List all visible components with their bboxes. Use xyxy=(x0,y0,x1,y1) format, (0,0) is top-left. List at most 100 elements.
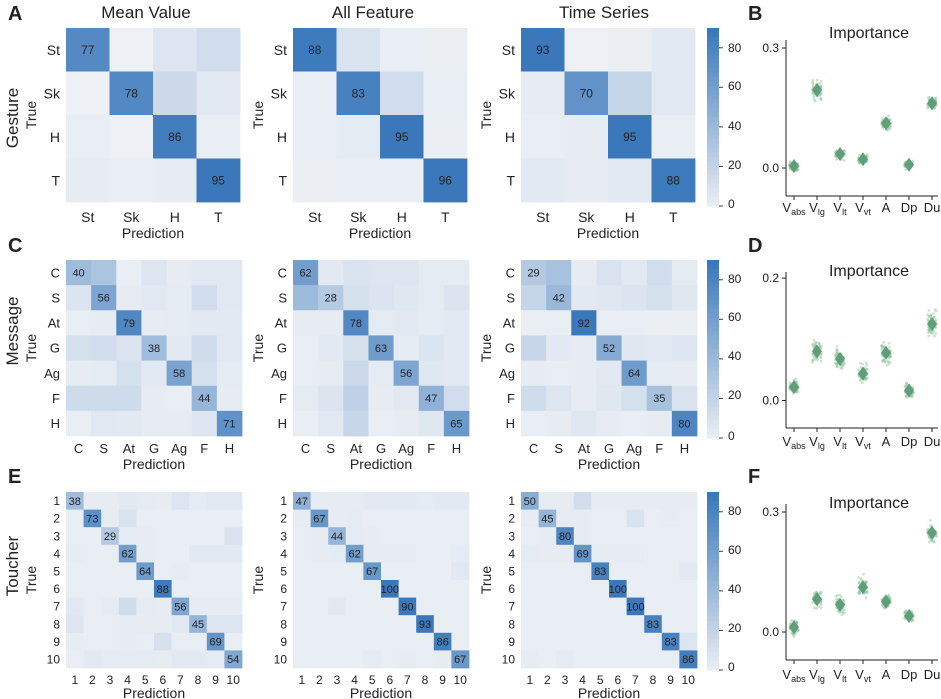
heatmap-cell xyxy=(538,597,557,616)
sample-point xyxy=(838,593,841,597)
heatmap-cell xyxy=(368,260,394,286)
cell-value-label: 42 xyxy=(553,293,565,305)
sample-point xyxy=(927,328,931,332)
x-tick-label: Sk xyxy=(350,209,367,225)
heatmap-cell xyxy=(224,580,243,598)
heatmap-cell xyxy=(538,580,557,598)
heatmap-cell xyxy=(671,260,698,286)
heatmap-cell xyxy=(191,335,218,361)
cell-value-label: 78 xyxy=(125,87,139,101)
x-tick-label: H xyxy=(452,441,461,456)
cell-value-label: 54 xyxy=(227,654,239,666)
y-tick-label: S xyxy=(51,290,60,305)
x-tick-label: Dp xyxy=(901,434,918,449)
heatmap-cell xyxy=(661,544,680,563)
sample-point xyxy=(910,394,914,398)
heatmap-cell xyxy=(573,509,592,528)
colorbar-segment xyxy=(707,161,719,167)
sample-point xyxy=(835,597,838,601)
sample-point xyxy=(927,328,931,332)
colorbar-segment xyxy=(707,94,719,100)
colorbar-segment xyxy=(707,656,719,662)
y-tick-label: 10 xyxy=(502,653,516,667)
colorbar-segment xyxy=(707,572,719,578)
y-tick-label: 0.0 xyxy=(762,625,779,639)
heatmap-cell xyxy=(189,632,208,651)
sample-point xyxy=(813,358,817,361)
heatmap-cell xyxy=(189,650,208,669)
sample-point xyxy=(818,93,822,97)
heatmap-cell xyxy=(433,597,452,616)
colorbar-segment xyxy=(707,366,719,372)
colorbar-segment xyxy=(707,563,719,569)
colorbar-segment xyxy=(707,643,719,649)
x-tick-label: C xyxy=(529,441,538,456)
y-tick-label: 4 xyxy=(53,547,60,561)
cell-value-label: 64 xyxy=(139,566,151,578)
y-tick-label: St xyxy=(502,42,515,58)
sample-point xyxy=(835,344,839,348)
cell-value-label: 47 xyxy=(425,393,437,405)
heatmap-cell xyxy=(83,544,102,563)
colorbar-segment xyxy=(707,500,719,506)
colorbar-segment xyxy=(707,340,719,346)
x-tick-label: 10 xyxy=(227,673,241,687)
x-tick-label: 9 xyxy=(212,673,219,687)
heatmap-cell xyxy=(433,632,452,651)
heatmap-cell xyxy=(564,71,609,116)
colorbar-segment xyxy=(707,375,719,381)
heatmap-cell xyxy=(661,632,680,651)
y-axis-label: True xyxy=(23,334,39,362)
sample-point xyxy=(929,331,933,335)
heatmap-cell xyxy=(310,597,329,616)
heatmap-cell xyxy=(343,310,369,336)
cell-value-label: 65 xyxy=(450,418,462,430)
sample-point xyxy=(932,540,936,544)
heatmap-cell xyxy=(216,260,243,286)
sample-point xyxy=(842,149,846,153)
sample-point xyxy=(836,350,839,353)
heatmap-cell xyxy=(66,310,92,336)
heatmap-cell xyxy=(318,285,344,311)
heatmap-cell xyxy=(591,492,610,510)
heatmap-cell xyxy=(171,562,190,581)
heatmap-cell xyxy=(546,360,572,387)
x-tick-label: 9 xyxy=(439,673,446,687)
heatmap-cell xyxy=(381,562,399,581)
cell-value-label: 83 xyxy=(647,619,659,631)
heatmap-cell xyxy=(66,410,92,437)
heatmap-cell xyxy=(621,260,648,286)
heatmap-cell xyxy=(206,544,225,563)
sample-point xyxy=(929,314,932,318)
sample-point xyxy=(794,377,798,381)
heatmap-cell xyxy=(224,492,243,510)
cell-value-label: 44 xyxy=(331,531,343,543)
sample-point xyxy=(834,354,837,357)
heatmap-cell xyxy=(621,335,648,361)
heatmap-cell xyxy=(609,527,627,546)
colorbar-segment xyxy=(707,585,719,591)
x-tick-label: 6 xyxy=(614,673,621,687)
sample-point xyxy=(791,633,795,637)
colorbar-segment xyxy=(707,545,719,551)
colorbar-segment xyxy=(707,567,719,573)
sample-point xyxy=(817,341,821,345)
y-tick-label: 6 xyxy=(508,582,515,596)
y-tick-label: C xyxy=(506,265,515,280)
sample-point xyxy=(880,345,884,349)
heatmap-cell xyxy=(621,410,648,437)
heatmap-cell xyxy=(136,527,155,546)
sample-point xyxy=(819,603,823,607)
colorbar-toucher xyxy=(707,492,723,671)
x-tick-label: G xyxy=(376,441,386,456)
colorbar-segment xyxy=(707,558,719,564)
sample-point xyxy=(934,96,938,100)
colorbar-segment xyxy=(707,117,719,123)
heatmap-cell xyxy=(564,158,609,203)
colorbar-segment xyxy=(707,41,719,47)
heatmap-cell xyxy=(328,509,347,528)
heatmap-cell xyxy=(216,310,243,336)
colorbar-segment xyxy=(707,125,719,131)
y-axis-label: True xyxy=(23,101,39,129)
y-tick-label: 7 xyxy=(508,600,515,614)
